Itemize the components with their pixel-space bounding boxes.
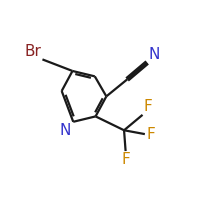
Text: F: F <box>121 152 130 167</box>
Text: N: N <box>60 123 71 138</box>
Text: Br: Br <box>25 44 42 59</box>
Text: N: N <box>149 47 160 62</box>
Text: F: F <box>146 127 155 142</box>
Text: F: F <box>143 99 152 114</box>
